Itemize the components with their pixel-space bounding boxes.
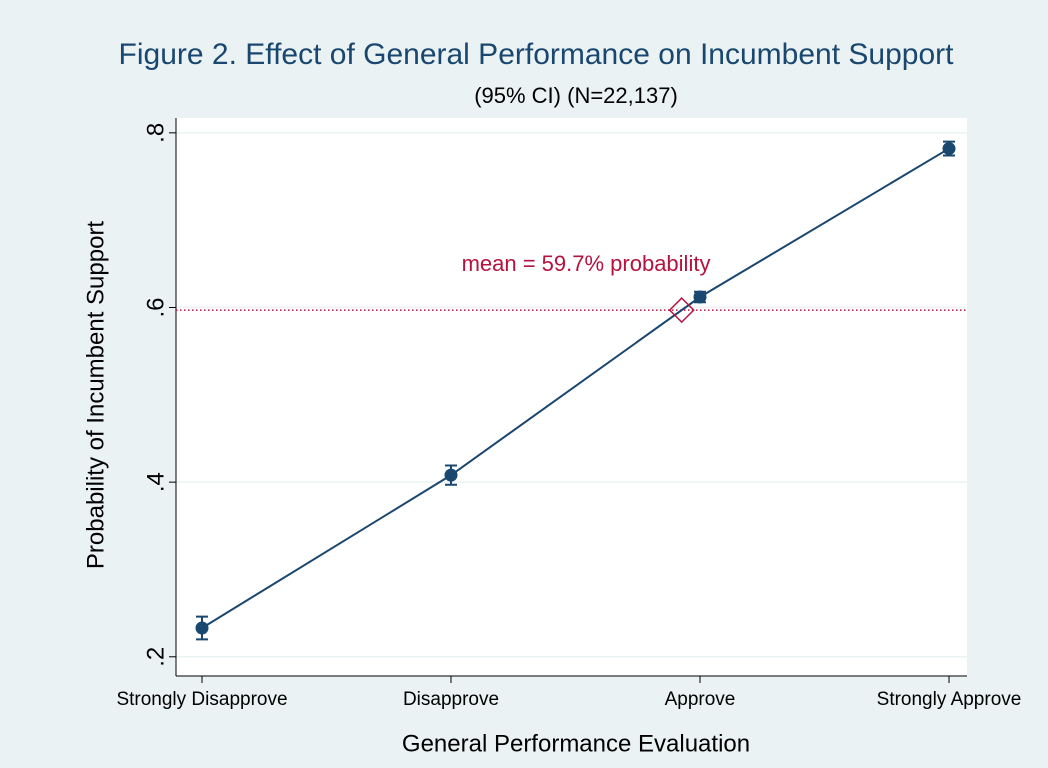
x-tick-label: Approve (665, 689, 736, 710)
y-tick-label: .4 (142, 472, 169, 492)
y-axis-title: Probability of Incumbent Support (82, 221, 109, 570)
y-tick-label: .8 (142, 123, 169, 143)
x-tick-label: Disapprove (403, 689, 499, 710)
x-tick-label: Strongly Approve (877, 689, 1022, 710)
line (201, 147, 950, 629)
point (444, 468, 458, 482)
mean-marker (668, 297, 695, 324)
y-tick-label: .2 (142, 647, 169, 667)
point (195, 621, 209, 635)
point (942, 142, 956, 156)
chart-subtitle: (95% CI) (N=22,137) (474, 83, 678, 108)
chart-title: Figure 2. Effect of General Performance … (119, 38, 955, 71)
point (693, 290, 707, 304)
x-tick-label: Strongly Disapprove (116, 689, 287, 710)
plot-area (176, 118, 967, 676)
y-tick-label: .6 (142, 297, 169, 317)
x-axis-title: General Performance Evaluation (402, 730, 750, 757)
mean-label: mean = 59.7% probability (462, 251, 711, 276)
